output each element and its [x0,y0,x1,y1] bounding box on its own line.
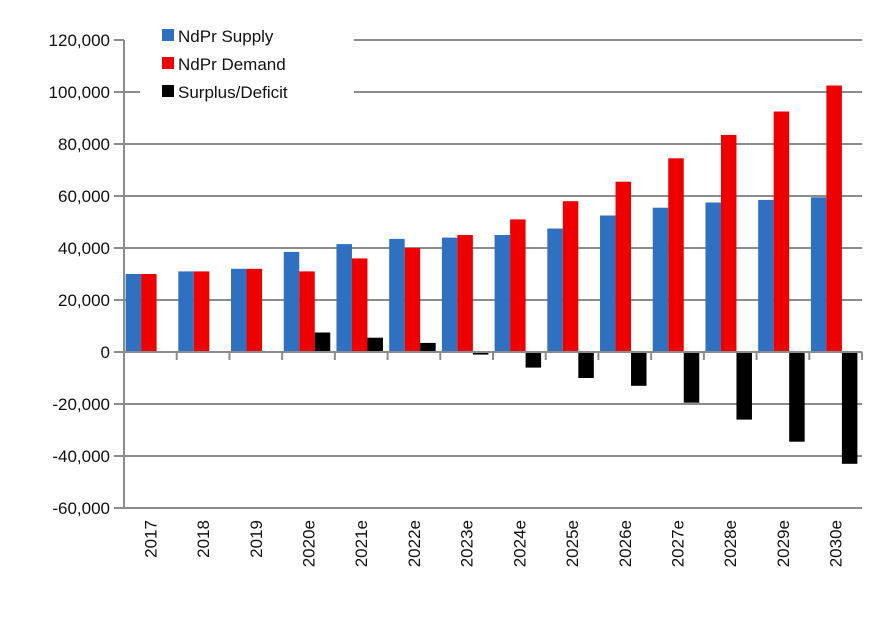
bar-surplus-deficit-2027e [683,352,700,403]
x-tick-label: 2025e [563,520,582,567]
x-tick-label: 2023e [458,520,477,567]
bar-ndpr-demand-2021e [351,258,368,352]
x-tick-label: 2026e [616,520,635,567]
legend-label: NdPr Demand [178,55,286,74]
x-tick-label: 2019 [247,520,266,558]
x-tick-label: 2024e [510,520,529,567]
x-tick-label: 2027e [669,520,688,567]
bar-ndpr-demand-2020e [299,271,315,352]
legend-label: NdPr Supply [178,27,274,46]
bar-ndpr-supply-2030e [810,197,827,352]
x-tick-label: 2020e [300,520,319,567]
y-tick-label: 0 [101,343,110,362]
x-tick-label: 2022e [405,520,424,567]
bar-ndpr-supply-2017 [125,274,142,352]
bar-ndpr-supply-2023e [441,237,458,352]
legend-swatch [162,29,174,41]
bar-ndpr-supply-2020e [283,251,300,352]
bars [125,85,858,464]
bar-ndpr-demand-2025e [562,201,579,352]
x-tick-label: 2030e [827,520,846,567]
bar-ndpr-demand-2023e [457,235,473,352]
y-tick-label: -60,000 [52,499,110,518]
bar-ndpr-supply-2029e [758,199,774,352]
bar-surplus-deficit-2030e [841,352,858,464]
x-tick-label: 2021e [352,520,371,567]
bar-ndpr-supply-2027e [652,207,669,352]
bar-ndpr-demand-2019 [246,268,263,352]
bar-surplus-deficit-2021e [367,337,383,352]
legend: NdPr Supply NdPr Demand Surplus/Deficit [140,18,354,118]
y-tick-labels: -60,000 -40,000 -20,000 0 20,000 40,000 60,000… [49,31,110,518]
bar-ndpr-supply-2025e [547,228,563,352]
bar-surplus-deficit-2023e [472,352,489,355]
bar-ndpr-demand-2030e [826,85,842,352]
y-tick-label: 60,000 [58,187,110,206]
legend-swatch [162,85,174,97]
legend-label: Surplus/Deficit [178,83,288,102]
bar-surplus-deficit-2029e [789,352,805,442]
bar-ndpr-supply-2021e [336,244,352,352]
legend-swatch [162,57,174,69]
bar-ndpr-demand-2029e [773,111,790,352]
y-tick-label: 20,000 [58,291,110,310]
bar-surplus-deficit-2024e [525,352,542,368]
bar-ndpr-supply-2028e [705,202,721,352]
axes [114,39,863,509]
x-tick-label: 2018 [194,520,213,558]
bar-surplus-deficit-2020e [314,332,331,352]
y-tick-label: 80,000 [58,135,110,154]
x-tick-label: 2029e [774,520,793,567]
bar-ndpr-demand-2027e [668,158,684,352]
y-tick-label: 100,000 [49,83,110,102]
bar-ndpr-supply-2018 [178,271,194,352]
bar-ndpr-demand-2017 [141,274,157,352]
bar-ndpr-demand-2024e [510,219,526,352]
x-tick-labels: 2017 2018 2019 2020e 2021e 2022e 2023e 2024e 202… [141,520,845,567]
y-tick-label: 40,000 [58,239,110,258]
bar-ndpr-supply-2022e [389,238,405,352]
bar-ndpr-demand-2022e [404,248,421,352]
y-tick-label: 120,000 [49,31,110,50]
x-tick-label: 2017 [141,520,160,558]
legend-background [140,18,354,118]
bar-surplus-deficit-2026e [631,352,647,386]
y-tick-label: -40,000 [52,447,110,466]
bar-ndpr-demand-2026e [615,181,632,352]
bar-ndpr-supply-2019 [231,268,247,352]
bar-surplus-deficit-2025e [578,352,594,378]
bar-surplus-deficit-2022e [420,342,436,352]
bar-surplus-deficit-2028e [736,352,752,420]
bar-ndpr-demand-2018 [193,271,210,352]
bar-ndpr-supply-2026e [600,215,616,352]
x-tick-label: 2028e [721,520,740,567]
bar-ndpr-supply-2024e [494,235,511,352]
bar-ndpr-demand-2028e [720,134,737,352]
y-tick-label: -20,000 [52,395,110,414]
